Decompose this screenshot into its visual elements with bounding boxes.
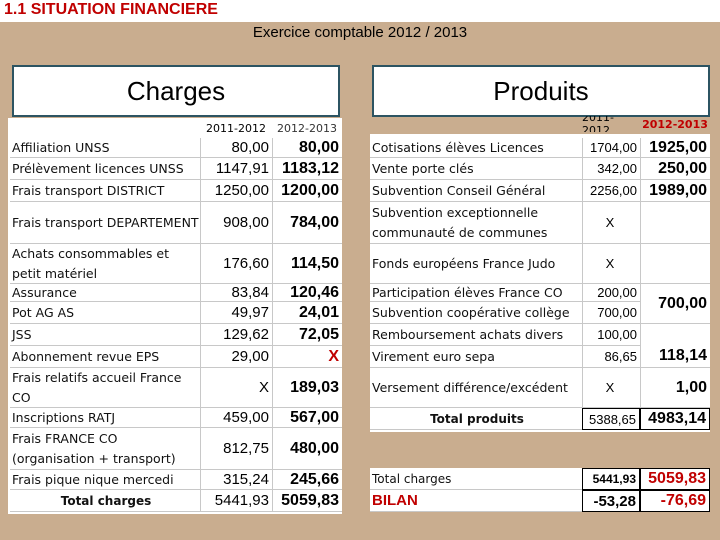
value-2011: X	[582, 368, 640, 408]
row-label: Participation élèves France CO	[370, 284, 582, 302]
value-2012: 1925,00	[640, 138, 710, 158]
row-label: Inscriptions RATJ	[10, 408, 200, 428]
row-label: Virement euro sepa	[370, 346, 582, 368]
value-2012: 189,03	[272, 368, 342, 408]
value-2011: 80,00	[200, 138, 272, 158]
empty-cell	[640, 244, 710, 284]
row-label: Total charges	[10, 490, 200, 512]
row-label: Frais pique nique mercedi	[10, 470, 200, 490]
column-header: 2012-2013	[277, 121, 337, 135]
bilan-label: BILAN	[370, 490, 582, 512]
panel-title: Produits	[372, 65, 710, 117]
value-2011: 86,65	[582, 346, 640, 368]
row-label: Versement différence/excédent	[370, 368, 582, 408]
value-2011: 342,00	[582, 158, 640, 180]
panel-title: Charges	[12, 65, 340, 117]
value-2011: 200,00	[582, 284, 640, 302]
value-2011: 29,00	[200, 346, 272, 368]
value-2011: 908,00	[200, 202, 272, 244]
value-2012: 1183,12	[272, 158, 342, 180]
row-label: Frais transport DISTRICT	[10, 180, 200, 202]
value-2012: 480,00	[272, 428, 342, 470]
value-2012: 120,46	[272, 284, 342, 302]
value-2012: X	[272, 346, 342, 368]
column-header: 2011-2012	[206, 121, 266, 135]
value-2012: 1,00	[640, 368, 710, 408]
row-label: Frais FRANCE CO (organisation + transpor…	[10, 428, 200, 470]
value-2011: X	[582, 244, 640, 284]
value-2012: 250,00	[640, 158, 710, 180]
bilan-2011: 5441,93	[582, 468, 640, 490]
value-2011: 129,62	[200, 324, 272, 346]
subtitle: Exercice comptable 2012 / 2013	[252, 24, 468, 41]
bilan-2011: -53,28	[582, 490, 640, 512]
value-2011: 5441,93	[200, 490, 272, 512]
bilan-2012: -76,69	[640, 490, 710, 512]
title-bar: 1.1 SITUATION FINANCIERE	[0, 0, 720, 22]
row-label: Fonds européens France Judo	[370, 244, 582, 284]
value-2012: 1200,00	[272, 180, 342, 202]
value-2011: 100,00	[582, 324, 640, 346]
value-2012: 245,66	[272, 470, 342, 490]
bilan-2012: 5059,83	[640, 468, 710, 490]
page-title: 1.1 SITUATION FINANCIERE	[4, 1, 218, 18]
value-2011: 700,00	[582, 302, 640, 324]
row-label: Subvention coopérative collège	[370, 302, 582, 324]
value-2012: 700,00	[640, 284, 710, 324]
value-2011: 49,97	[200, 302, 272, 324]
row-label: Pot AG AS	[10, 302, 200, 324]
row-label: Remboursement achats divers	[370, 324, 582, 346]
value-2011: 812,75	[200, 428, 272, 470]
value-2011: 459,00	[200, 408, 272, 428]
value-2012: 4983,14	[640, 408, 710, 430]
value-2011: 176,60	[200, 244, 272, 284]
value-2012: 72,05	[272, 324, 342, 346]
row-label: Affiliation UNSS	[10, 138, 200, 158]
row-label: Vente porte clés	[370, 158, 582, 180]
row-label: Frais relatifs accueil France CO	[10, 368, 200, 408]
value-2011: 1147,91	[200, 158, 272, 180]
value-2011: X	[200, 368, 272, 408]
value-2011: 1704,00	[582, 138, 640, 158]
value-2011: 1250,00	[200, 180, 272, 202]
row-label: Subvention Conseil Général	[370, 180, 582, 202]
value-2012: 24,01	[272, 302, 342, 324]
value-2012: 784,00	[272, 202, 342, 244]
value-2012: 5059,83	[272, 490, 342, 512]
value-2011: 5388,65	[582, 408, 640, 430]
row-label: Abonnement revue EPS	[10, 346, 200, 368]
row-label: Assurance	[10, 284, 200, 302]
value-2012: 567,00	[272, 408, 342, 428]
column-header: 2011-2012	[582, 116, 614, 132]
row-label: JSS	[10, 324, 200, 346]
value-2012: 1989,00	[640, 180, 710, 202]
value-2011: 315,24	[200, 470, 272, 490]
value-2011: X	[582, 202, 640, 244]
value-2011: 2256,00	[582, 180, 640, 202]
row-label: Total produits	[370, 408, 582, 430]
table-bg	[8, 118, 342, 514]
bilan-label: Total charges	[370, 468, 582, 490]
value-2012: 114,50	[272, 244, 342, 284]
value-2012: 118,14	[640, 324, 710, 368]
row-label: Achats consommables et petit matériel	[10, 244, 200, 284]
value-2011: 83,84	[200, 284, 272, 302]
row-label: Subvention exceptionnelle communauté de …	[370, 202, 582, 244]
row-label: Cotisations élèves Licences	[370, 138, 582, 158]
column-header: 2012-2013	[642, 117, 708, 131]
row-label: Frais transport DEPARTEMENT	[10, 202, 200, 244]
value-2012: 80,00	[272, 138, 342, 158]
row-label: Prélèvement licences UNSS	[10, 158, 200, 180]
empty-cell	[640, 202, 710, 244]
